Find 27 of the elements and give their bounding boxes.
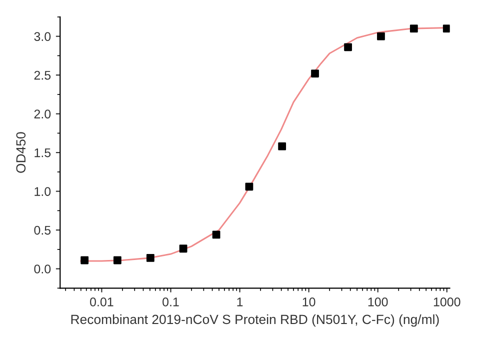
- x-axis-title: Recombinant 2019-nCoV S Protein RBD (N501Y, C-Fc) (ng/ml): [71, 314, 439, 327]
- point: [377, 32, 385, 40]
- point: [442, 24, 450, 33]
- y-tick-label: 0.0: [34, 264, 51, 274]
- x-tick-label: 1000: [434, 298, 460, 306]
- point: [410, 24, 418, 33]
- x-tick-label: 10: [302, 298, 316, 306]
- point: [278, 142, 286, 150]
- x-tick-label: 0.01: [90, 298, 114, 306]
- point: [344, 43, 352, 52]
- y-tick-label: 2.5: [34, 70, 51, 80]
- y-tick-label: 1.0: [34, 187, 51, 196]
- y-axis-title: OD450: [16, 132, 26, 173]
- point: [311, 70, 319, 78]
- point: [113, 256, 122, 264]
- y-tick-label: 0.5: [34, 226, 51, 235]
- y-tick-label: 2.0: [34, 110, 51, 118]
- y-tick-label: 3.0: [34, 32, 51, 41]
- point: [179, 244, 188, 253]
- x-tick-label: 0.1: [162, 298, 179, 306]
- x-tick-label: 1: [237, 298, 243, 306]
- x-tick-label: 100: [368, 298, 388, 306]
- point: [212, 230, 220, 239]
- point: [146, 254, 154, 262]
- point: [80, 256, 89, 264]
- y-tick-label: 1.5: [34, 148, 51, 158]
- point: [245, 182, 254, 191]
